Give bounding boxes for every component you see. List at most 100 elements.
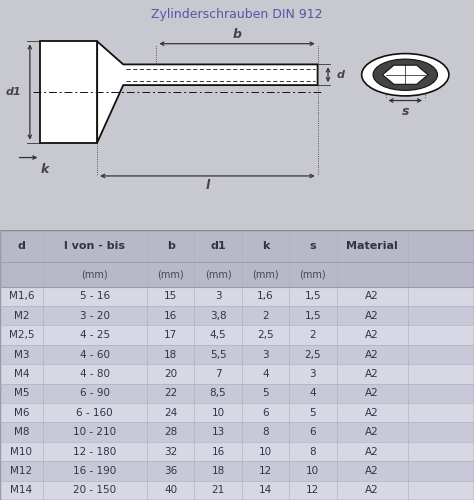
Text: 4 - 80: 4 - 80: [80, 369, 110, 379]
Text: A2: A2: [365, 466, 379, 476]
Text: 3 - 20: 3 - 20: [80, 311, 110, 321]
Text: 7: 7: [215, 369, 221, 379]
Text: M8: M8: [14, 427, 29, 437]
Text: A2: A2: [365, 350, 379, 360]
Text: 5: 5: [310, 408, 316, 418]
Text: 18: 18: [164, 350, 177, 360]
Bar: [0, 384, 474, 403]
Text: 20: 20: [164, 369, 177, 379]
Text: M3: M3: [14, 350, 29, 360]
Text: 2,5: 2,5: [257, 330, 274, 340]
Text: 6 - 90: 6 - 90: [80, 388, 110, 398]
Text: 40: 40: [164, 486, 177, 496]
Bar: [0, 480, 474, 500]
Bar: [0, 230, 474, 262]
Text: 22: 22: [164, 388, 177, 398]
Text: A2: A2: [365, 292, 379, 302]
Text: 10: 10: [259, 446, 272, 456]
Bar: [0, 422, 474, 442]
Text: 8,5: 8,5: [210, 388, 227, 398]
Text: A2: A2: [365, 330, 379, 340]
Text: k: k: [262, 241, 269, 251]
Text: 5: 5: [262, 388, 269, 398]
Text: 17: 17: [164, 330, 177, 340]
Text: 12: 12: [306, 486, 319, 496]
Text: 4 - 25: 4 - 25: [80, 330, 110, 340]
Text: (mm): (mm): [300, 270, 326, 280]
Text: 2: 2: [262, 311, 269, 321]
Polygon shape: [97, 42, 318, 142]
Text: A2: A2: [365, 369, 379, 379]
Text: A2: A2: [365, 388, 379, 398]
Text: 16: 16: [164, 311, 177, 321]
Text: 3,8: 3,8: [210, 311, 227, 321]
Text: 6: 6: [310, 427, 316, 437]
Text: l von - bis: l von - bis: [64, 241, 125, 251]
Text: 5 - 16: 5 - 16: [80, 292, 110, 302]
Text: l: l: [205, 178, 210, 192]
Bar: [0, 326, 474, 345]
Text: A2: A2: [365, 486, 379, 496]
Text: 6 - 160: 6 - 160: [76, 408, 113, 418]
Text: M2,5: M2,5: [9, 330, 34, 340]
Text: 16: 16: [211, 446, 225, 456]
Text: M12: M12: [10, 466, 32, 476]
Text: 1,5: 1,5: [304, 292, 321, 302]
Text: 18: 18: [211, 466, 225, 476]
Text: M2: M2: [14, 311, 29, 321]
Text: Zylinderschrauben DIN 912: Zylinderschrauben DIN 912: [151, 8, 323, 21]
Text: b: b: [233, 28, 241, 41]
Text: 2,5: 2,5: [304, 350, 321, 360]
Bar: [40, 42, 97, 142]
Text: 15: 15: [164, 292, 177, 302]
Text: M14: M14: [10, 486, 32, 496]
Text: 24: 24: [164, 408, 177, 418]
Text: 4 - 60: 4 - 60: [80, 350, 110, 360]
Bar: [0, 286, 474, 306]
Text: 32: 32: [164, 446, 177, 456]
Text: 3: 3: [215, 292, 221, 302]
Text: (mm): (mm): [252, 270, 279, 280]
Text: A2: A2: [365, 311, 379, 321]
Text: s: s: [310, 241, 316, 251]
Text: M5: M5: [14, 388, 29, 398]
Text: 12 - 180: 12 - 180: [73, 446, 117, 456]
Text: 1,5: 1,5: [304, 311, 321, 321]
Text: 8: 8: [262, 427, 269, 437]
Text: b: b: [167, 241, 174, 251]
Text: k: k: [40, 164, 49, 176]
Text: M10: M10: [10, 446, 32, 456]
Text: d: d: [337, 70, 345, 80]
Text: (mm): (mm): [82, 270, 108, 280]
Text: M1,6: M1,6: [9, 292, 34, 302]
Text: A2: A2: [365, 427, 379, 437]
Text: A2: A2: [365, 446, 379, 456]
Bar: [0, 442, 474, 461]
Text: 13: 13: [211, 427, 225, 437]
Text: 16 - 190: 16 - 190: [73, 466, 117, 476]
Text: 3: 3: [262, 350, 269, 360]
Text: Material: Material: [346, 241, 398, 251]
Text: s: s: [401, 104, 409, 118]
Text: 1,6: 1,6: [257, 292, 274, 302]
Bar: [0, 461, 474, 480]
Text: 5,5: 5,5: [210, 350, 227, 360]
Text: 10: 10: [306, 466, 319, 476]
Text: d1: d1: [6, 87, 21, 97]
Bar: [0, 262, 474, 286]
Text: (mm): (mm): [157, 270, 184, 280]
Text: 14: 14: [259, 486, 272, 496]
Text: 36: 36: [164, 466, 177, 476]
Text: M6: M6: [14, 408, 29, 418]
Text: 28: 28: [164, 427, 177, 437]
Bar: [0, 364, 474, 384]
Text: 10 - 210: 10 - 210: [73, 427, 116, 437]
Text: M4: M4: [14, 369, 29, 379]
Bar: [0, 306, 474, 326]
Text: d1: d1: [210, 241, 226, 251]
Text: 4: 4: [310, 388, 316, 398]
Text: A2: A2: [365, 408, 379, 418]
Text: 21: 21: [211, 486, 225, 496]
Text: 8: 8: [310, 446, 316, 456]
Circle shape: [362, 54, 449, 96]
